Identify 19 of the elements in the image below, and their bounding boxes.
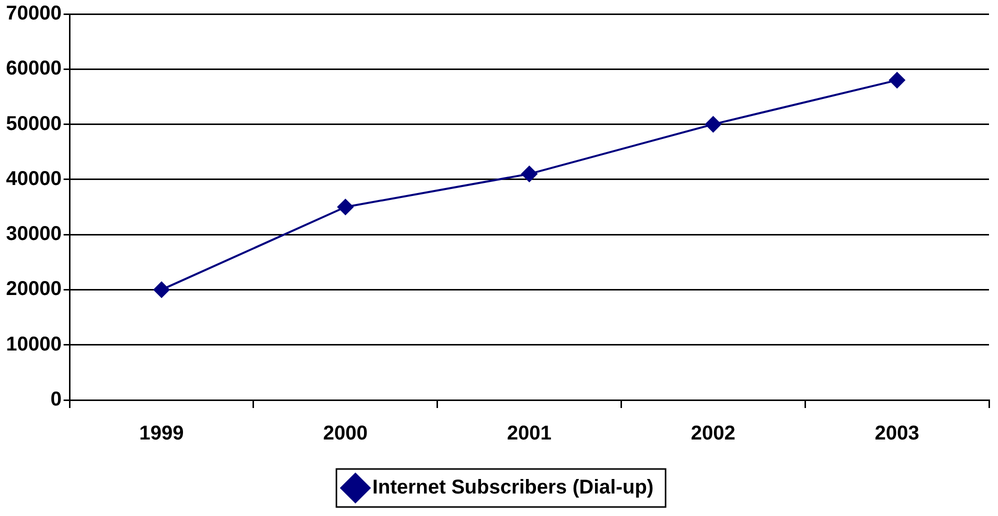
point: [889, 72, 906, 88]
point: [521, 166, 538, 182]
y-tick-label: 20000: [6, 278, 62, 300]
x-tick-label: 2000: [323, 422, 368, 445]
y-tick-label: 50000: [6, 112, 62, 135]
x-tick-label: 2002: [690, 422, 736, 445]
point: [705, 116, 722, 132]
y-tick-label: 30000: [6, 223, 62, 246]
x-tick-label: 1999: [139, 422, 184, 445]
legend-label: Internet Subscribers (Dial-up): [372, 476, 654, 499]
y-tick-label: 40000: [6, 168, 62, 190]
point: [337, 199, 354, 215]
y-tick-label: 60000: [6, 58, 62, 80]
x-tick-label: 2001: [507, 422, 552, 445]
y-tick-label: 10000: [6, 333, 62, 356]
x-tick-label: 2003: [874, 422, 920, 445]
y-tick-label: 0: [50, 388, 62, 411]
y-tick-label: 70000: [6, 2, 62, 25]
point: [154, 282, 170, 298]
